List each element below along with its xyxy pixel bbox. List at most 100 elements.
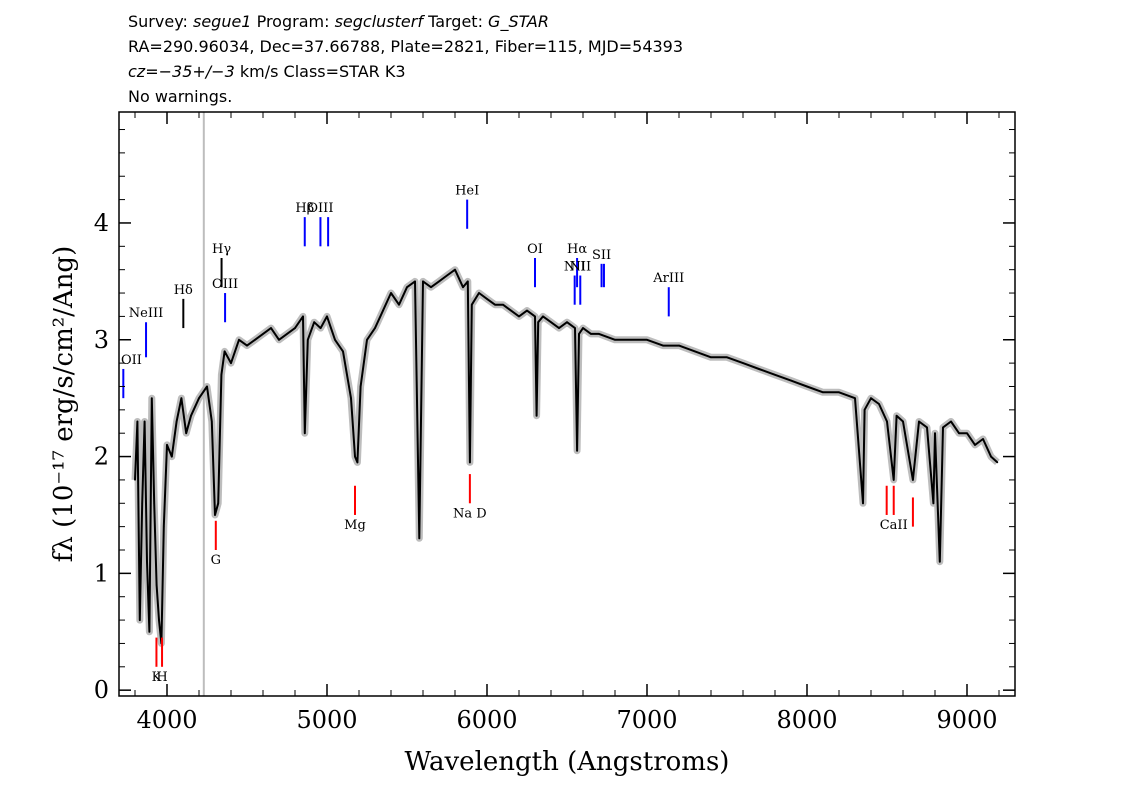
flux-point (151, 397, 153, 400)
flux-point (374, 327, 376, 329)
plot-frame (118, 111, 1016, 697)
emission-line-label: OIII (212, 277, 238, 292)
flux-point (446, 274, 448, 277)
flux-point (590, 333, 592, 335)
x-tick-label: 5000 (296, 706, 357, 734)
flux-point (502, 303, 504, 306)
flux-point (486, 298, 488, 300)
flux-point (143, 420, 146, 423)
flux-point (598, 333, 600, 335)
flux-point (902, 420, 904, 423)
flux-point (180, 397, 183, 400)
emission-line-label: Hδ (174, 283, 193, 298)
flux-point (542, 315, 544, 318)
y-tick-label: 4 (94, 209, 109, 237)
flux-point (790, 379, 792, 382)
flux-point (198, 397, 200, 400)
survey-label: Survey: (128, 12, 188, 31)
flux-point (175, 420, 178, 423)
flux-point (966, 432, 968, 435)
flux-point (535, 414, 538, 417)
flux-point (313, 321, 316, 324)
flux-point (356, 461, 359, 464)
flux-point (932, 502, 935, 505)
flux-point (550, 321, 552, 324)
tick-layer: 4000 5000 6000 7000 8000 9000 0 1 2 3 4 (94, 112, 1015, 734)
flux-point (694, 350, 696, 353)
header-line-1: Survey: segue1 Program: segclusterf Targ… (128, 12, 549, 31)
y-tick-label: 2 (94, 443, 109, 471)
flux-point (566, 321, 568, 324)
flux-point (950, 420, 952, 423)
flux-point (382, 309, 384, 312)
error-band-series (131, 266, 1000, 647)
flux-point (390, 292, 392, 294)
flux-point (141, 502, 143, 505)
flux-point (526, 309, 528, 312)
flux-point (220, 374, 223, 376)
flux-point (366, 339, 368, 341)
flux-point (534, 315, 536, 318)
flux-point (238, 339, 240, 341)
flux-point (510, 309, 512, 312)
flux-point (354, 455, 356, 458)
flux-point (942, 426, 944, 429)
emission-line-label: SII (592, 248, 611, 263)
x-axis-title: Wavelength (Angstroms) (405, 747, 730, 777)
error-band-layer (131, 266, 1000, 647)
flux-point (422, 280, 424, 283)
absorption-line-label: CaII (880, 518, 908, 533)
flux-point (418, 537, 421, 540)
target-value: G_STAR (488, 12, 549, 31)
emission-line-label: OIII (307, 201, 333, 216)
flux-point (307, 339, 309, 341)
flux-point (918, 420, 920, 423)
flux-point (806, 385, 808, 388)
flux-point (912, 479, 914, 481)
emission-line-label: HeI (455, 184, 479, 199)
flux-point (294, 327, 296, 329)
flux-point (870, 397, 872, 400)
flux-point (974, 444, 976, 446)
y-axis-title: fλ (10⁻¹⁷ erg/s/cm²/Ang) (49, 246, 79, 562)
flux-point (646, 339, 648, 341)
y-tick-label: 3 (94, 326, 109, 354)
flux-point (211, 420, 213, 423)
program-label: Program: (256, 12, 330, 31)
flux-point (934, 432, 936, 435)
flux-point (206, 385, 208, 388)
emission-line-label: Hα (567, 242, 587, 257)
absorption-line-label: H (156, 670, 167, 685)
flux-point (630, 339, 632, 341)
flux-point (576, 449, 578, 452)
y-tick-label: 0 (94, 676, 109, 704)
flux-point (155, 584, 158, 586)
flux-point (139, 619, 141, 621)
flux-point (996, 461, 999, 464)
flux-point (359, 385, 362, 388)
flux-point (398, 303, 400, 306)
flux-point (862, 502, 864, 505)
survey-value: segue1 (192, 12, 252, 31)
flux-point (217, 502, 219, 505)
line-marker-layer: OIINeIIIHδHγOIIIHβOIIIHeIOINIIHαNIISIIAr… (121, 184, 914, 685)
flux-point (578, 333, 580, 335)
flux-point (574, 327, 576, 329)
flux-point (886, 420, 888, 423)
flux-point (326, 315, 328, 318)
flux-point (878, 403, 880, 405)
cz-unit-class: km/s Class=STAR K3 (234, 62, 406, 81)
flux-point (758, 368, 760, 370)
flux-point (134, 479, 136, 481)
flux-point (582, 327, 584, 329)
header-line-2: RA=290.96034, Dec=37.66788, Plate=2821, … (128, 37, 684, 56)
flux-point (926, 426, 928, 429)
emission-line-label: NeIII (129, 306, 163, 321)
header-line-4: No warnings. (128, 87, 233, 106)
absorption-line-label: K (152, 670, 162, 685)
program-value: segclusterf (334, 12, 423, 31)
flux-point (438, 280, 440, 283)
emission-line-label: ArIII (652, 271, 684, 286)
flux-point (185, 432, 187, 435)
